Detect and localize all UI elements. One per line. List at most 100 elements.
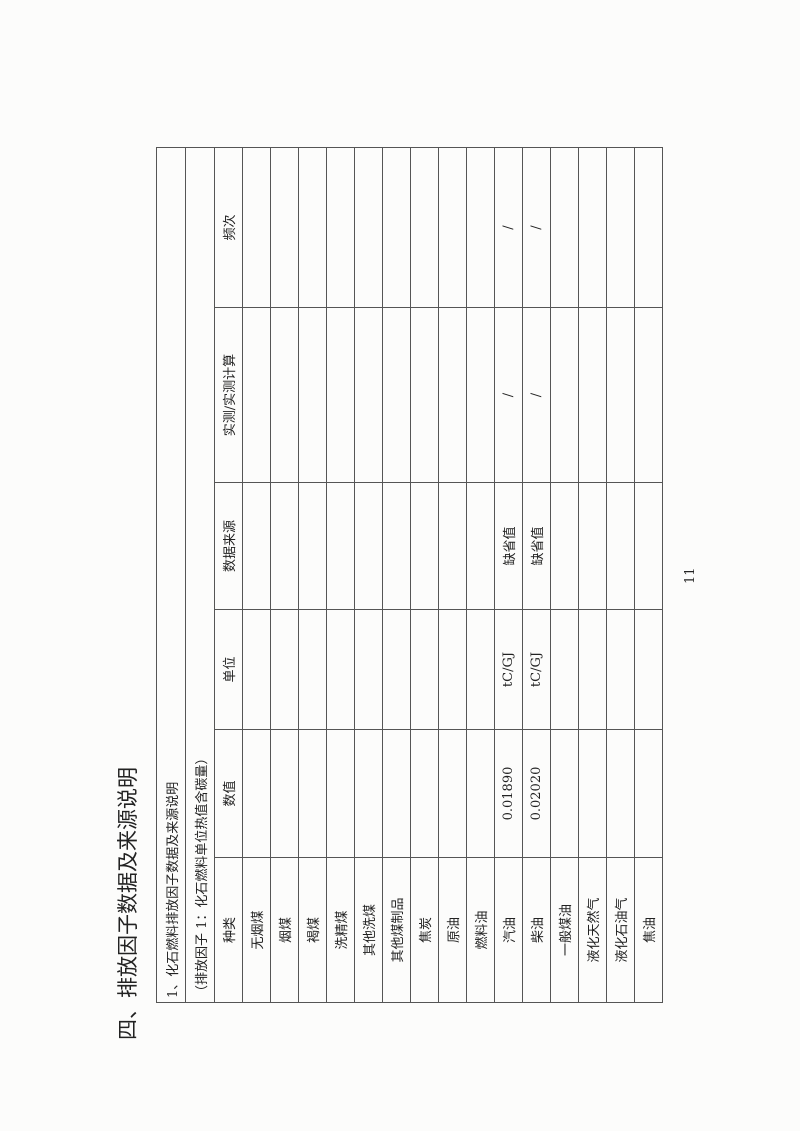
cell-source — [634, 482, 663, 610]
table-row: 液化天然气 — [578, 147, 607, 1003]
cell-unit — [270, 609, 299, 730]
header-unit: 单位 — [214, 609, 243, 730]
cell-type: 原油 — [438, 857, 467, 1003]
cell-value — [270, 729, 299, 858]
cell-value: 0.01890 — [494, 729, 523, 858]
cell-measured — [606, 307, 635, 483]
cell-unit — [242, 609, 271, 730]
cell-value — [326, 729, 355, 858]
table-row: 液化石油气 — [606, 147, 635, 1003]
cell-measured — [382, 307, 411, 483]
table-subtitle: （排放因子 1：化石燃料单位热值含碳量） — [185, 147, 215, 1003]
cell-type: 焦油 — [634, 857, 663, 1003]
table-row: 烟煤 — [270, 147, 299, 1003]
table-row: 焦油 — [634, 147, 663, 1003]
cell-unit — [298, 609, 327, 730]
cell-measured — [634, 307, 663, 483]
table-row: 洗精煤 — [326, 147, 355, 1003]
cell-measured — [466, 307, 495, 483]
cell-unit — [410, 609, 439, 730]
cell-value — [354, 729, 383, 858]
cell-unit — [606, 609, 635, 730]
cell-measured — [550, 307, 579, 483]
table-row: 无烟煤 — [242, 147, 271, 1003]
header-value: 数值 — [214, 729, 243, 858]
cell-type: 无烟煤 — [242, 857, 271, 1003]
cell-frequency — [466, 147, 495, 308]
section-heading: 四、排放因子数据及来源说明 — [116, 767, 140, 1040]
header-source: 数据来源 — [214, 482, 243, 610]
cell-frequency — [606, 147, 635, 308]
cell-source — [270, 482, 299, 610]
cell-value: 0.02020 — [522, 729, 551, 858]
cell-value — [578, 729, 607, 858]
table-row: 褐煤 — [298, 147, 327, 1003]
cell-source — [354, 482, 383, 610]
cell-unit — [466, 609, 495, 730]
cell-value — [298, 729, 327, 858]
cell-frequency — [326, 147, 355, 308]
cell-frequency — [382, 147, 411, 308]
cell-value — [606, 729, 635, 858]
cell-frequency: / — [494, 147, 523, 308]
emission-factor-table-container: 1、化石燃料排放因子数据及来源说明 （排放因子 1：化石燃料单位热值含碳量） 种… — [156, 147, 663, 1003]
cell-frequency — [438, 147, 467, 308]
cell-source — [606, 482, 635, 610]
cell-type: 汽油 — [494, 857, 523, 1003]
cell-frequency — [242, 147, 271, 308]
cell-type: 柴油 — [522, 857, 551, 1003]
table-row: 一般煤油 — [550, 147, 579, 1003]
emission-factor-table: 1、化石燃料排放因子数据及来源说明 （排放因子 1：化石燃料单位热值含碳量） 种… — [156, 147, 663, 1003]
cell-source — [298, 482, 327, 610]
cell-measured — [298, 307, 327, 483]
cell-source: 缺省值 — [494, 482, 523, 610]
table-row: 燃料油 — [466, 147, 495, 1003]
table-row: 原油 — [438, 147, 467, 1003]
cell-unit: tC/GJ — [494, 609, 523, 730]
table-row: 其他煤制品 — [382, 147, 411, 1003]
cell-source — [550, 482, 579, 610]
cell-source — [242, 482, 271, 610]
cell-frequency — [410, 147, 439, 308]
cell-measured: / — [522, 307, 551, 483]
table-row: 汽油 0.01890 tC/GJ 缺省值 / / — [494, 147, 523, 1003]
cell-measured — [354, 307, 383, 483]
cell-source — [410, 482, 439, 610]
cell-source — [578, 482, 607, 610]
cell-value — [242, 729, 271, 858]
cell-type: 烟煤 — [270, 857, 299, 1003]
cell-measured: / — [494, 307, 523, 483]
cell-unit — [634, 609, 663, 730]
cell-measured — [326, 307, 355, 483]
header-measured: 实测/实测计算 — [214, 307, 243, 483]
cell-frequency — [634, 147, 663, 308]
cell-unit — [354, 609, 383, 730]
cell-type: 褐煤 — [298, 857, 327, 1003]
cell-type: 液化天然气 — [578, 857, 607, 1003]
cell-source — [438, 482, 467, 610]
cell-measured — [410, 307, 439, 483]
cell-measured — [578, 307, 607, 483]
cell-type: 其他洗煤 — [354, 857, 383, 1003]
cell-measured — [242, 307, 271, 483]
cell-frequency — [270, 147, 299, 308]
cell-type: 焦炭 — [410, 857, 439, 1003]
table-row: 焦炭 — [410, 147, 439, 1003]
cell-type: 一般煤油 — [550, 857, 579, 1003]
table-title: 1、化石燃料排放因子数据及来源说明 — [156, 147, 186, 1003]
cell-frequency — [298, 147, 327, 308]
cell-type: 洗精煤 — [326, 857, 355, 1003]
header-type: 种类 — [214, 857, 243, 1003]
table-row: 其他洗煤 — [354, 147, 383, 1003]
cell-frequency — [354, 147, 383, 308]
cell-source — [466, 482, 495, 610]
cell-unit — [438, 609, 467, 730]
cell-source — [326, 482, 355, 610]
cell-unit — [550, 609, 579, 730]
cell-unit: tC/GJ — [522, 609, 551, 730]
cell-type: 其他煤制品 — [382, 857, 411, 1003]
cell-value — [410, 729, 439, 858]
cell-measured — [438, 307, 467, 483]
table-row: 柴油 0.02020 tC/GJ 缺省值 / / — [522, 147, 551, 1003]
page-number: 11 — [683, 567, 698, 584]
